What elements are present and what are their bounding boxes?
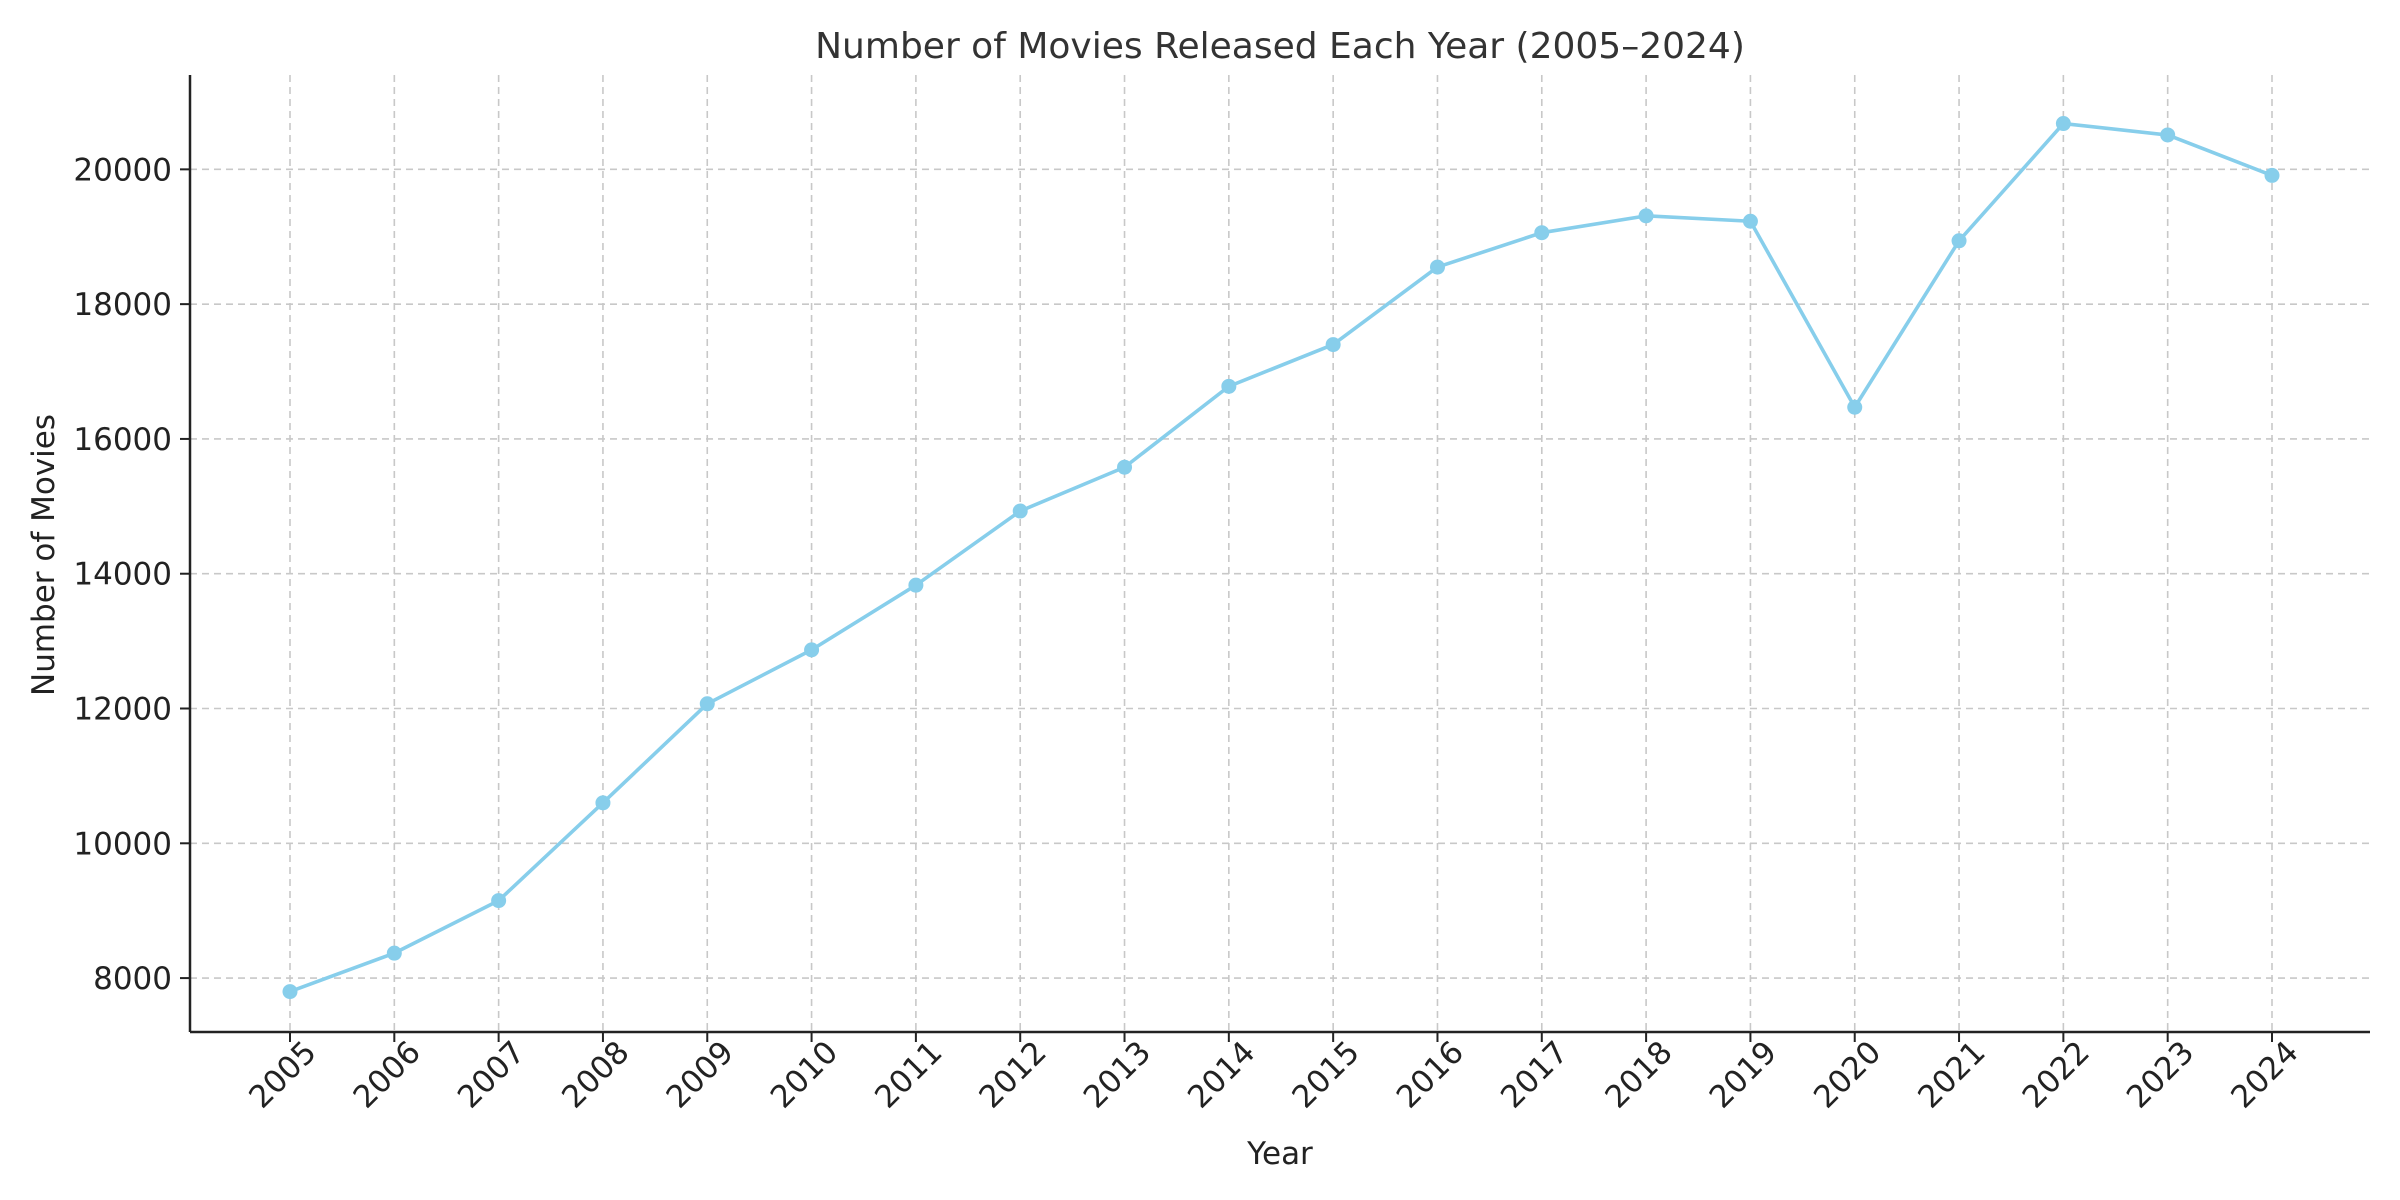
axes [188,75,2370,1034]
data-point [1117,459,1133,475]
data-point [1742,213,1758,229]
data-point [282,984,298,1000]
data-point [1951,233,1967,249]
data-point [2264,167,2280,183]
series-line [288,121,2274,994]
y-tick-label: 16000 [73,422,172,458]
x-tick-label: 2016 [1390,1034,1471,1115]
y-tick-label: 20000 [73,152,172,188]
x-tick-label: 2021 [1911,1034,1992,1115]
x-axis-label: Year [1246,1136,1313,1172]
x-tick-label: 2012 [973,1034,1054,1115]
x-tick-label: 2006 [347,1034,428,1115]
x-tick-label: 2023 [2120,1034,2201,1115]
x-tick-label: 2010 [764,1034,845,1115]
x-axis-ticks: 2005 2006 2007 2008 2009 2010 2011 2012 2013 2014… [242,1032,2306,1116]
y-axis-label: Number of Movies [26,414,62,696]
x-tick-label: 2013 [1077,1034,1158,1115]
x-tick-label: 2017 [1494,1034,1575,1115]
data-point [1012,503,1028,519]
data-point [804,642,820,658]
x-tick-label: 2019 [1703,1034,1784,1115]
data-point [699,696,715,712]
y-tick-label: 10000 [73,826,172,862]
data-series [282,116,2280,1000]
x-tick-label: 2007 [451,1034,532,1115]
data-point [1221,378,1237,394]
data-point [386,945,402,961]
y-tick-label: 18000 [73,287,172,323]
x-tick-label: 2020 [1807,1034,1888,1115]
x-tick-label: 2014 [1181,1034,1262,1115]
y-tick-label: 12000 [73,692,172,728]
data-point [491,893,507,909]
x-tick-label: 2009 [660,1034,741,1115]
y-tick-label: 8000 [93,961,172,997]
x-tick-label: 2011 [868,1034,949,1115]
data-point [1847,399,1863,415]
x-tick-label: 2018 [1598,1034,1679,1115]
x-tick-label: 2008 [555,1034,636,1115]
data-point [2160,127,2176,143]
x-tick-label: 2005 [242,1034,323,1115]
y-tick-label: 14000 [73,557,172,593]
data-point [908,577,924,593]
data-point [1325,337,1341,353]
x-tick-label: 2024 [2224,1034,2305,1115]
data-point [1638,208,1654,224]
data-point [595,795,611,811]
x-tick-label: 2015 [1285,1034,1366,1115]
y-axis-ticks: 8000 10000 12000 14000 16000 18000 20000 [73,152,190,997]
data-point [1534,225,1550,241]
chart-title: Number of Movies Released Each Year (200… [815,26,1745,67]
x-tick-label: 2022 [2016,1034,2097,1115]
data-point [2055,116,2071,132]
grid-lines [190,75,2370,1032]
data-point [1429,259,1445,275]
